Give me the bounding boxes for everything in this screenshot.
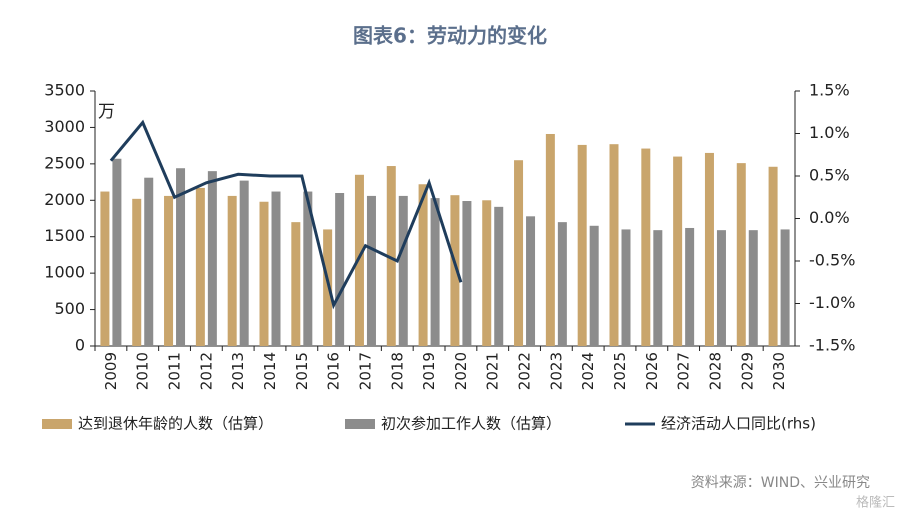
bar <box>259 201 269 346</box>
bar <box>418 184 428 346</box>
y-tick-label: 2000 <box>44 190 85 209</box>
bar <box>748 230 758 346</box>
bar <box>462 201 472 346</box>
bar <box>589 225 599 346</box>
x-tick-label: 2018 <box>388 352 406 390</box>
unit-label: 万 <box>98 102 115 122</box>
bar <box>366 195 376 346</box>
bar <box>335 193 345 346</box>
x-tick-label: 2023 <box>547 352 565 390</box>
bar <box>386 166 396 346</box>
bar <box>514 160 524 346</box>
bar <box>609 144 619 346</box>
x-tick-label: 2030 <box>770 352 788 390</box>
bar <box>780 229 790 346</box>
x-tick-label: 2010 <box>134 352 152 390</box>
bar <box>685 227 695 346</box>
bar <box>526 216 536 346</box>
bar <box>653 230 663 346</box>
bar <box>354 174 364 346</box>
x-tick-label: 2012 <box>197 352 215 390</box>
bar <box>291 222 301 346</box>
line <box>109 119 463 310</box>
bar <box>704 152 714 346</box>
bar <box>227 195 237 346</box>
x-tick-label: 2024 <box>579 352 597 390</box>
x-tick-label: 2017 <box>356 352 374 390</box>
bar <box>545 133 555 346</box>
y2-tick-label: -1.5% <box>809 336 855 355</box>
bar <box>673 156 683 346</box>
x-tick-label: 2029 <box>738 352 756 390</box>
y-tick-label: 2500 <box>44 153 85 172</box>
x-tick-label: 2021 <box>484 352 502 390</box>
bar <box>207 171 217 346</box>
bar <box>100 191 110 346</box>
bar <box>482 200 492 346</box>
bar <box>621 229 631 346</box>
y2-tick-label: -0.5% <box>809 251 855 270</box>
bar <box>577 144 587 346</box>
bar <box>144 177 154 346</box>
source: 资料来源：WIND、兴业研究 <box>691 475 870 491</box>
watermark: 格隆汇 <box>856 495 895 511</box>
x-tick-label: 2011 <box>166 352 184 390</box>
y2-tick-label: 1.5% <box>809 81 850 100</box>
legend-swatch <box>345 419 375 429</box>
bar <box>736 163 746 346</box>
bar <box>132 198 142 346</box>
legend-label: 经济活动人口同比(rhs) <box>661 415 816 433</box>
bar <box>176 168 186 346</box>
bar <box>195 187 205 346</box>
y-tick-label: 1000 <box>44 263 85 282</box>
y2-tick-label: 1.0% <box>809 123 850 142</box>
y-tick-label: 500 <box>54 299 85 318</box>
bar <box>450 195 460 346</box>
legend-label: 达到退休年龄的人数（估算） <box>78 415 273 433</box>
bar <box>430 198 440 346</box>
legend-swatch <box>42 419 72 429</box>
x-tick-label: 2028 <box>706 352 724 390</box>
x-tick-label: 2025 <box>611 352 629 390</box>
x-tick-label: 2019 <box>420 352 438 390</box>
bar <box>768 166 778 346</box>
bar <box>112 158 122 346</box>
x-tick-label: 2013 <box>229 352 247 390</box>
y-tick-label: 3500 <box>44 81 85 100</box>
y-tick-label: 3000 <box>44 117 85 136</box>
x-tick-label: 2015 <box>293 352 311 390</box>
chart-title: 图表6：劳动力的变化 <box>353 24 547 48</box>
bar <box>323 229 333 346</box>
y2-tick-label: 0.5% <box>809 166 850 185</box>
bar <box>641 148 651 346</box>
bar <box>398 195 408 346</box>
legend-label: 初次参加工作人数（估算） <box>381 415 561 433</box>
y2-tick-label: -1.0% <box>809 293 855 312</box>
x-tick-label: 2016 <box>325 352 343 390</box>
y-tick-label: 1500 <box>44 226 85 245</box>
x-tick-label: 2027 <box>675 352 693 390</box>
x-tick-label: 2009 <box>102 352 120 390</box>
bar <box>557 222 567 346</box>
x-tick-label: 2020 <box>452 352 470 390</box>
bar <box>716 230 726 346</box>
x-tick-label: 2014 <box>261 352 279 390</box>
y-tick-label: 0 <box>75 336 85 355</box>
bar <box>239 180 249 346</box>
y2-tick-label: 0.0% <box>809 208 850 227</box>
x-tick-label: 2022 <box>516 352 534 390</box>
x-tick-label: 2026 <box>643 352 661 390</box>
bar <box>271 191 281 346</box>
bar <box>494 206 504 346</box>
bar <box>164 195 174 346</box>
bar <box>303 191 313 346</box>
